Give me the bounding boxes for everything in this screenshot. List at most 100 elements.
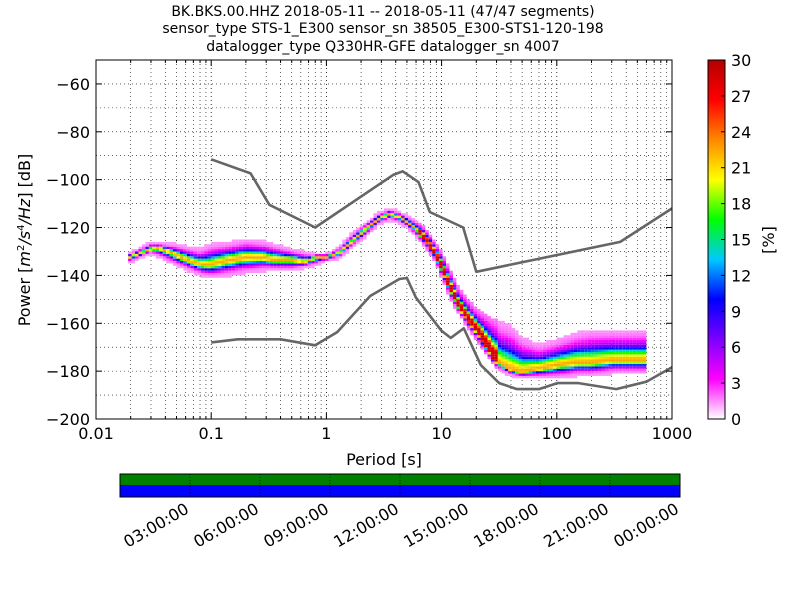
psd-cell xyxy=(159,249,163,252)
psd-cell xyxy=(193,270,198,274)
psd-cell xyxy=(452,282,457,285)
psd-cell xyxy=(293,253,298,257)
psd-cell xyxy=(508,335,512,338)
psd-cell xyxy=(560,356,564,360)
psd-cell xyxy=(577,349,581,352)
psd-cell xyxy=(560,375,564,379)
psd-cell xyxy=(484,318,488,321)
psd-cell xyxy=(249,270,253,274)
psd-cell xyxy=(477,320,481,324)
psd-cell xyxy=(573,356,578,360)
psd-cell xyxy=(497,344,502,348)
psd-cell xyxy=(345,246,350,250)
psd-cell xyxy=(525,344,529,348)
psd-cell xyxy=(556,368,561,372)
psd-cell xyxy=(224,246,229,250)
psd-cell xyxy=(594,371,599,374)
psd-cell xyxy=(570,335,574,338)
psd-cell xyxy=(587,361,592,364)
psd-cell xyxy=(497,359,502,362)
psd-cell xyxy=(584,335,588,338)
psd-cell xyxy=(594,340,599,343)
psd-cell xyxy=(390,215,395,218)
colorbar-tick-label: 30 xyxy=(731,51,751,70)
psd-cell xyxy=(262,251,267,254)
psd-cell xyxy=(221,273,225,276)
psd-cell xyxy=(204,246,208,250)
psd-cell xyxy=(487,337,491,341)
psd-cell xyxy=(166,246,170,250)
psd-cell xyxy=(245,265,250,269)
psd-cell xyxy=(632,332,637,336)
psd-cell xyxy=(511,368,516,372)
psd-cell xyxy=(186,253,191,257)
psd-cell xyxy=(629,347,633,350)
psd-cell xyxy=(200,273,205,276)
psd-cell xyxy=(276,261,281,264)
psd-cell xyxy=(179,256,184,259)
psd-cell xyxy=(528,342,533,345)
psd-cell xyxy=(539,366,543,369)
psd-cell xyxy=(428,241,433,245)
psd-cell xyxy=(300,268,305,271)
psd-cell xyxy=(242,246,246,250)
psd-cell xyxy=(318,263,322,266)
psd-cell xyxy=(629,340,633,343)
psd-cell xyxy=(442,275,447,278)
psd-cell xyxy=(615,356,619,360)
psd-cell xyxy=(207,258,212,262)
psd-cell xyxy=(435,265,440,269)
psd-cell xyxy=(179,265,184,269)
psd-cell xyxy=(141,244,146,247)
psd-cell xyxy=(321,253,326,257)
psd-cell xyxy=(214,258,218,262)
plot-grid xyxy=(95,60,672,419)
psd-cell xyxy=(162,241,167,245)
psd-cell xyxy=(325,253,329,257)
psd-cell xyxy=(580,335,585,338)
psd-cell xyxy=(598,361,602,364)
psd-cell xyxy=(221,241,225,245)
psd-cell xyxy=(618,330,623,333)
psd-cell xyxy=(501,325,505,329)
psd-cell xyxy=(204,268,208,271)
psd-cell xyxy=(611,368,616,372)
coverage-time-label: 03:00:00 xyxy=(120,499,192,551)
psd-cell xyxy=(297,258,301,262)
psd-cell xyxy=(425,241,429,245)
psd-cell xyxy=(466,304,471,307)
psd-cell xyxy=(622,330,626,333)
psd-cell xyxy=(549,344,554,348)
psd-cell xyxy=(584,373,588,376)
psd-cell xyxy=(300,258,305,262)
psd-cell xyxy=(297,251,301,254)
psd-cell xyxy=(290,251,294,254)
psd-cell xyxy=(311,265,315,269)
psd-cell xyxy=(387,220,391,223)
psd-cell xyxy=(539,373,543,376)
psd-cell xyxy=(487,356,491,360)
psd-cell xyxy=(242,244,246,247)
psd-cell xyxy=(269,246,274,250)
psd-cell xyxy=(632,361,637,364)
psd-cell xyxy=(273,244,277,247)
psd-cell xyxy=(228,253,232,257)
psd-cell xyxy=(622,354,626,357)
psd-cell xyxy=(259,246,263,250)
psd-cell xyxy=(518,359,523,362)
psd-cell xyxy=(525,354,529,357)
psd-cell xyxy=(197,270,201,274)
psd-cell xyxy=(539,354,543,357)
psd-cell xyxy=(580,354,585,357)
psd-cell xyxy=(484,347,488,350)
psd-cell xyxy=(598,335,602,338)
psd-cell xyxy=(446,277,450,281)
psd-cell xyxy=(625,340,630,343)
psd-cell xyxy=(273,265,277,269)
psd-cell xyxy=(290,258,294,262)
psd-cell xyxy=(204,258,208,262)
colorbar-tick-label: 24 xyxy=(731,123,751,142)
psd-cell xyxy=(293,256,298,259)
psd-cell xyxy=(494,323,498,326)
psd-cell xyxy=(442,273,447,276)
